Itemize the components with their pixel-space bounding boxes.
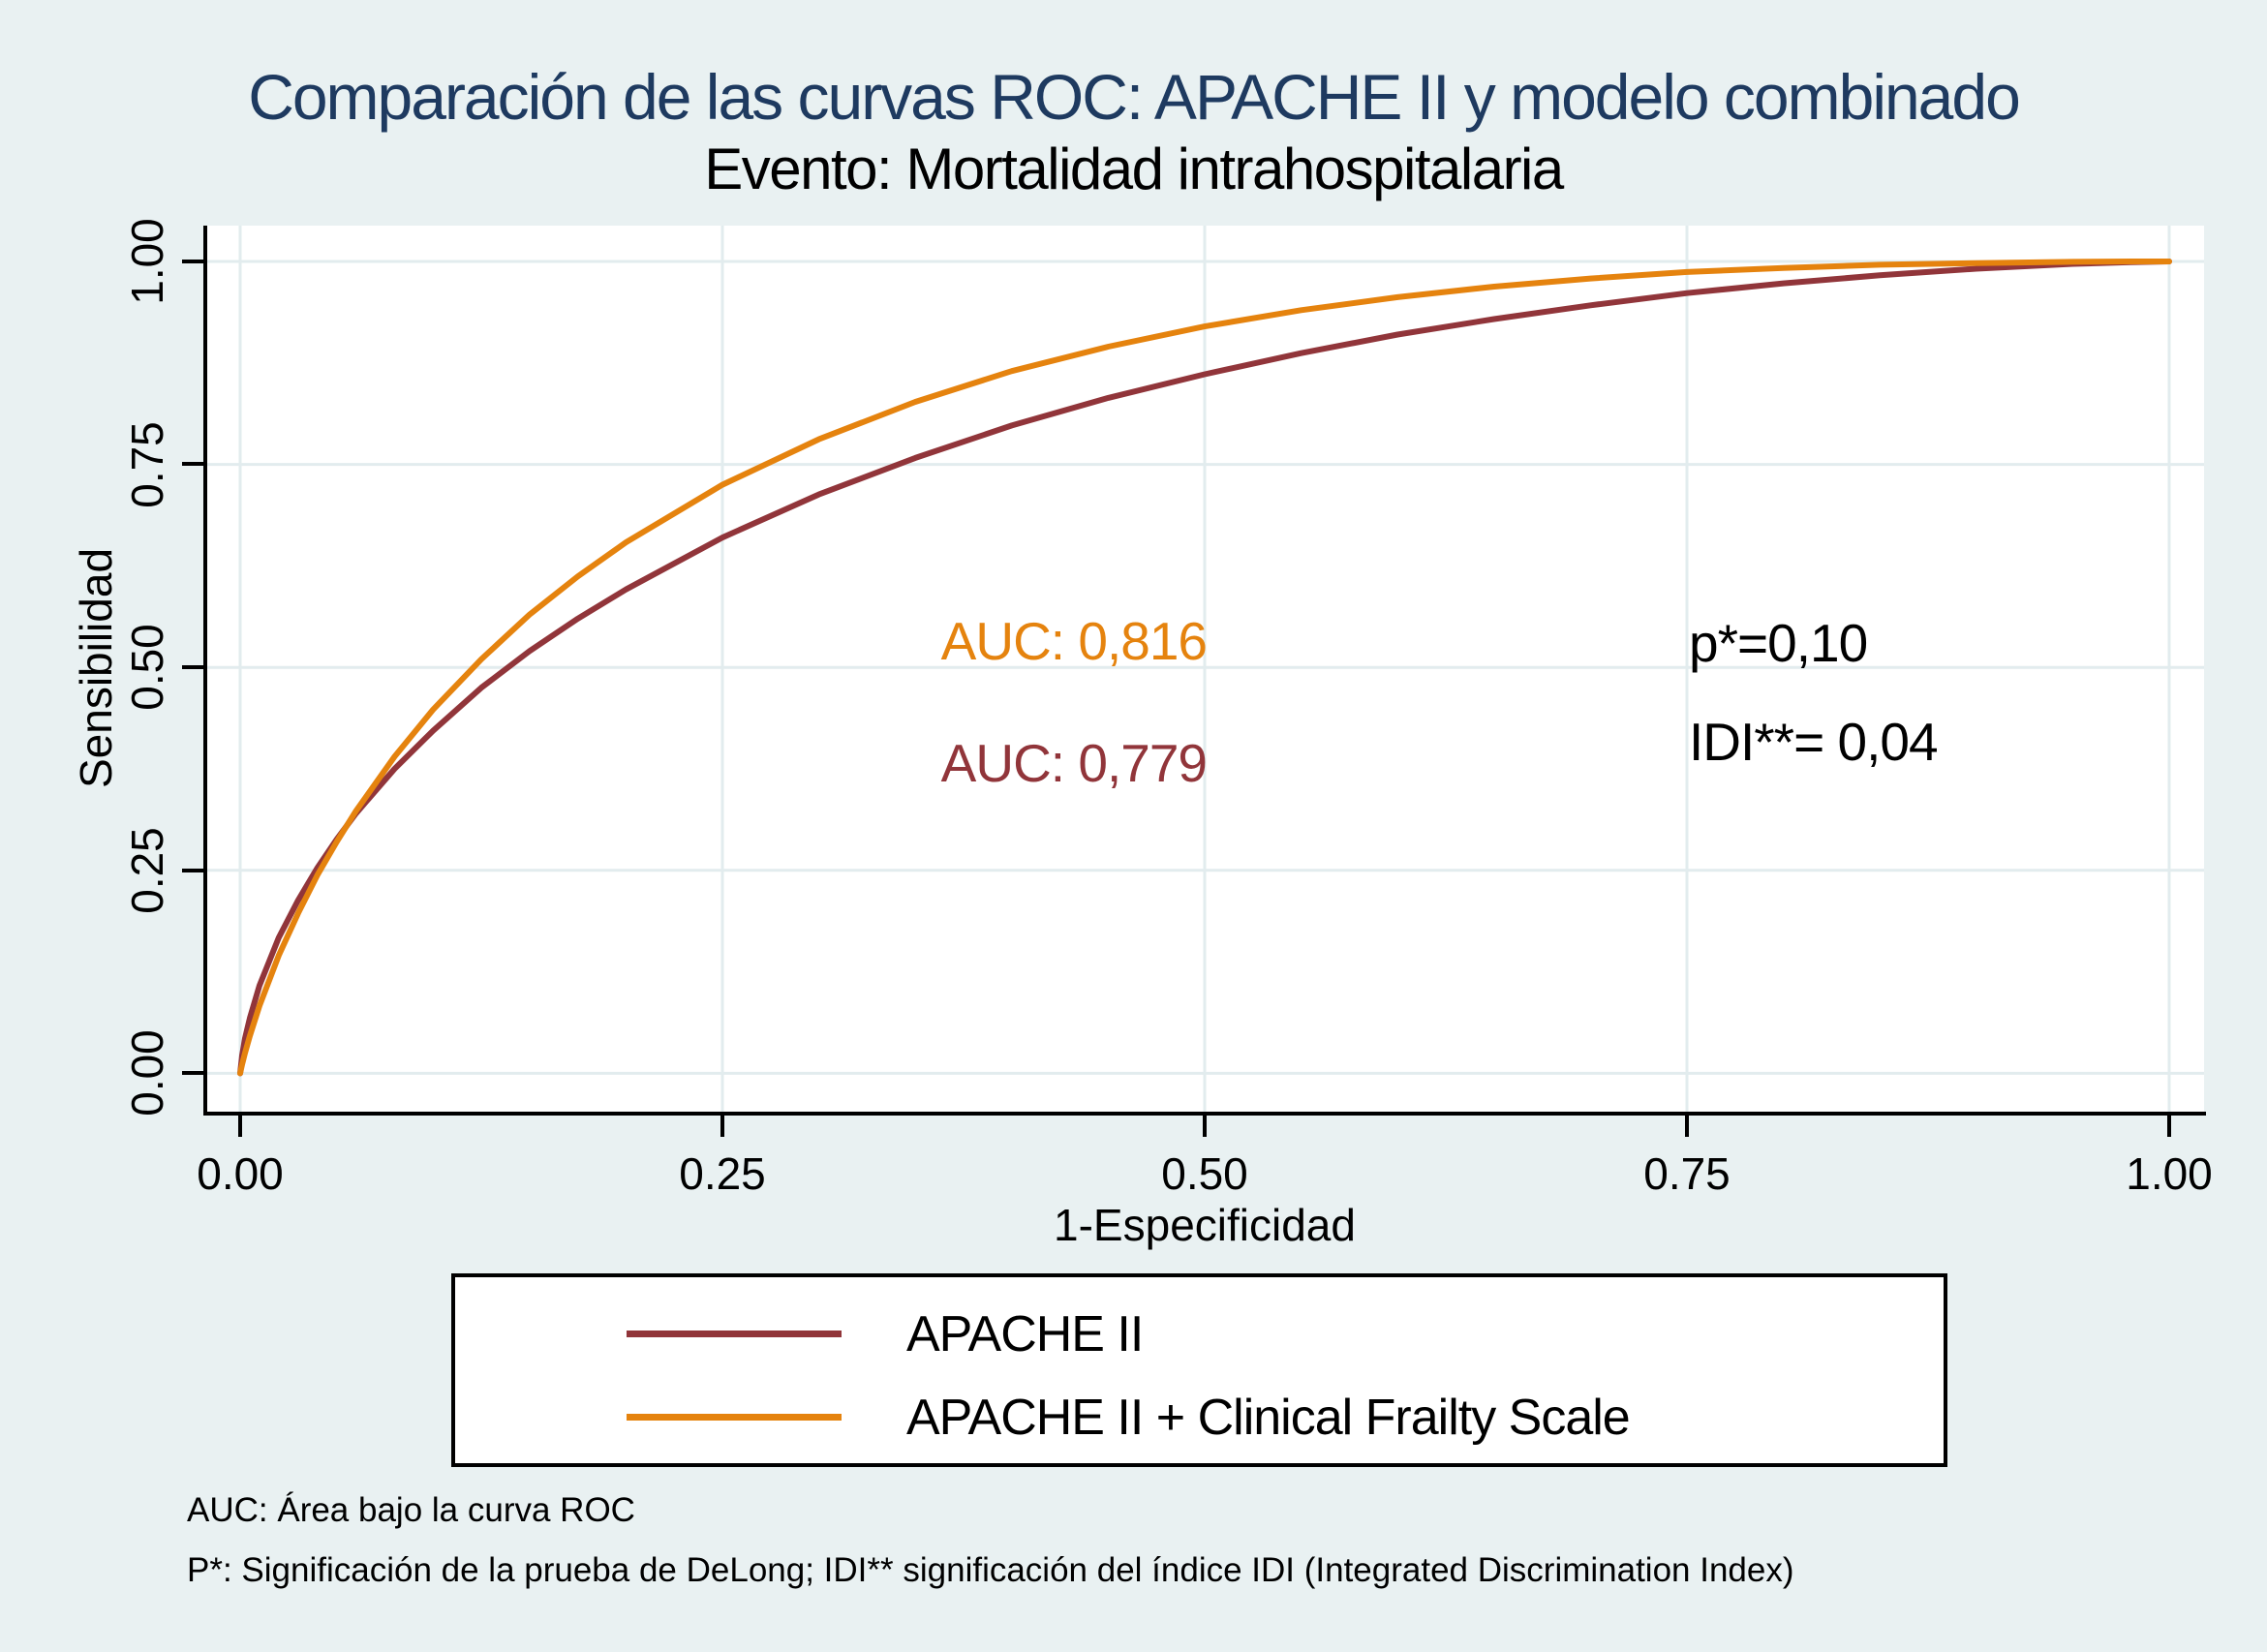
legend-label-apache-ii: APACHE II [906, 1306, 1144, 1362]
y-tick-label: 0.25 [122, 827, 172, 914]
y-tick-0.00 [182, 1071, 203, 1075]
figure-title: Comparación de las curvas ROC: APACHE II… [248, 61, 2021, 133]
x-tick-label: 0.75 [1643, 1148, 1731, 1199]
y-axis-title: Sensibilidad [71, 547, 121, 789]
y-tick-label: 0.75 [122, 421, 172, 508]
x-tick-label: 0.25 [679, 1148, 766, 1199]
x-axis-line [203, 1112, 2206, 1116]
footnote-auc: AUC: Área bajo la curva ROC [187, 1491, 635, 1529]
figure-subtitle: Evento: Mortalidad intrahospitalaria [704, 137, 1564, 201]
y-tick-0.75 [182, 462, 203, 466]
legend: APACHE II APACHE II + Clinical Frailty S… [451, 1273, 1947, 1467]
x-axis-title: 1-Especificidad [1054, 1200, 1356, 1250]
footnote-significance: P*: Significación de la prueba de DeLong… [187, 1551, 1794, 1589]
y-tick-label: 1.00 [122, 218, 172, 305]
x-tick-0.50 [1203, 1116, 1207, 1137]
roc-curve-apache-ii [237, 259, 2172, 1077]
auc-apache-annotation: AUC: 0,779 [940, 733, 1208, 793]
y-tick-label: 0.50 [122, 624, 172, 711]
auc-combined-annotation: AUC: 0,816 [940, 611, 1208, 671]
roc-plot-svg [205, 226, 2204, 1112]
idi-annotation: IDI**= 0,04 [1689, 712, 1939, 772]
x-tick-label: 0.00 [197, 1148, 284, 1199]
y-tick-0.25 [182, 869, 203, 872]
delong-p-value-annotation: p*=0,10 [1689, 613, 1868, 673]
y-tick-1.00 [182, 260, 203, 263]
x-tick-0.00 [238, 1116, 242, 1137]
y-tick-0.50 [182, 665, 203, 669]
legend-label-apache-cfs: APACHE II + Clinical Frailty Scale [906, 1390, 1631, 1446]
roc-curve-apache-ii-clinical-frailty-scale [237, 259, 2172, 1077]
x-tick-0.75 [1685, 1116, 1689, 1137]
x-tick-0.25 [720, 1116, 724, 1137]
y-tick-label: 0.00 [122, 1029, 172, 1117]
legend-line-apache-cfs [627, 1414, 842, 1421]
x-tick-label: 0.50 [1161, 1148, 1248, 1199]
legend-line-apache-ii [627, 1331, 842, 1337]
y-axis-line [203, 226, 207, 1116]
x-tick-label: 1.00 [2126, 1148, 2213, 1199]
x-tick-1.00 [2167, 1116, 2171, 1137]
